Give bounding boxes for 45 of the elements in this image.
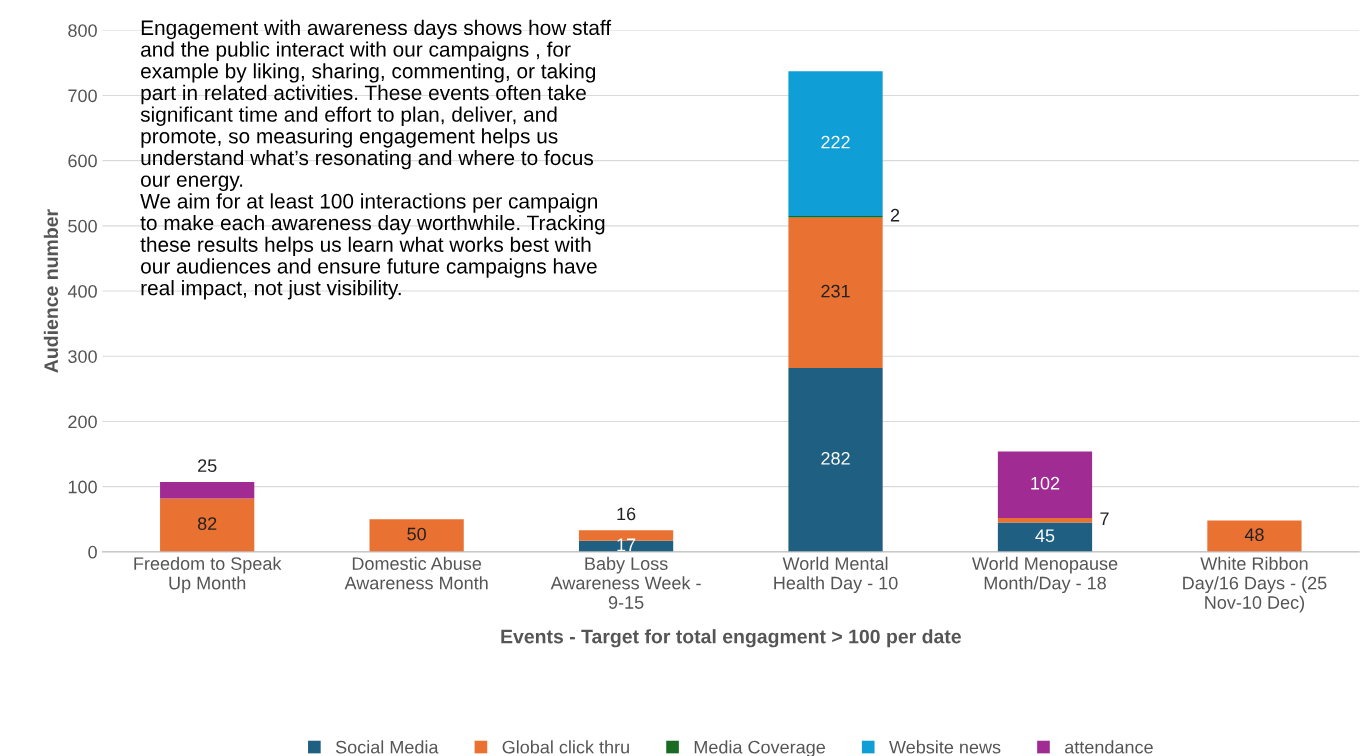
- data-label: 82: [197, 517, 217, 530]
- legend-label: Global click thru: [502, 740, 629, 754]
- x-tick-label: Freedom to Speak Up Month: [134, 556, 282, 594]
- data-label: 2: [890, 208, 900, 222]
- y-tick-label: 100: [68, 480, 97, 494]
- x-tick-label: World Mental Health Day - 10: [774, 556, 898, 594]
- data-label: 16: [617, 507, 636, 521]
- data-label: 25: [198, 459, 217, 473]
- data-label: 45: [1035, 529, 1055, 543]
- data-label: 48: [1244, 528, 1264, 542]
- x-tick-label: Domestic Abuse Awareness Month: [344, 556, 488, 590]
- y-tick-label: 0: [88, 545, 97, 559]
- data-label: 17: [617, 538, 636, 552]
- y-tick-label: 500: [68, 219, 97, 233]
- x-tick-label: World Menopause Month/Day - 18: [971, 556, 1118, 594]
- y-axis-title: Audience number: [43, 209, 59, 373]
- legend-label: Social Media: [335, 740, 439, 754]
- y-tick-label: 700: [68, 89, 97, 103]
- bar: [997, 451, 1093, 518]
- bar: [160, 498, 255, 552]
- data-label: 282: [821, 452, 850, 465]
- y-tick-label: 300: [68, 350, 97, 363]
- data-label: 222: [821, 135, 850, 149]
- bar: [369, 519, 464, 552]
- bar: [997, 522, 1093, 552]
- bar: [1207, 520, 1302, 552]
- x-axis-title: Events - Target for total engagment > 100 per date: [501, 629, 961, 648]
- bar: [160, 482, 255, 499]
- data-label: 231: [821, 284, 850, 298]
- x-tick-label: Baby Loss Awareness Week - 9-15: [550, 556, 701, 609]
- bar: [788, 368, 883, 552]
- y-tick-label: 600: [68, 154, 97, 168]
- legend-label: attendance: [1065, 740, 1153, 754]
- x-tick-label: White Ribbon Day/16 Days - (25 Nov-10 Dec): [1183, 556, 1327, 613]
- legend-label: Website news: [889, 740, 1001, 754]
- bar: [997, 517, 1093, 523]
- text: Engagement with awareness days shows how staff and the public interact with our campaigns , for example by liking, sharing, commenting, or taking part in related activities. These events often take significant time and effort to plan, deliver, and promote, so measuring engagement helps us understand what’s resonating and where to focus our energy. We aim for at least 100 interactions per campaign to make each awareness day worthwhile. Tracking these results helps us learn what works best with our audiences and ensure future campaigns have real impact, not just visibility.: [140, 19, 612, 300]
- y-tick-label: 200: [68, 415, 97, 429]
- bar: [788, 71, 883, 217]
- data-label: 7: [1100, 512, 1109, 525]
- data-label: 50: [407, 527, 426, 541]
- data-label: 102: [1031, 476, 1060, 490]
- bar: [788, 217, 883, 368]
- y-tick-label: 800: [68, 24, 97, 37]
- y-tick-label: 400: [67, 284, 97, 298]
